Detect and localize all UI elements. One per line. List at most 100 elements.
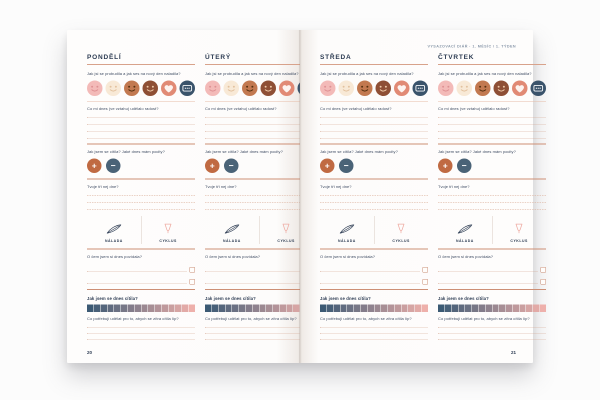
section-feel: Jak jsem se cítila? Jaké dnes mám pocity… [438,150,546,180]
plus-circle-icon: + [205,158,220,173]
checkbox-line [87,266,195,273]
answer-line [438,333,546,340]
answer-line [205,189,313,197]
section-top-three: Tvoje tři nej dne? NÁLADA [438,184,546,250]
scale-segment [87,304,94,312]
mood-face-blush-icon [205,80,221,96]
scale-label: Jak jsem se dnes cítila? [438,295,489,301]
scale-segment [478,304,485,312]
mood-cycle-box: NÁLADA CYKLUS [87,216,195,245]
scale-segment [114,304,121,312]
answer-line [205,203,313,211]
answer-line [205,111,313,119]
scale-segment [225,304,232,312]
scale-segment [107,304,114,312]
mood-cell: NÁLADA [320,216,374,244]
mood-cycle-box: NÁLADA CYKLUS [205,216,313,245]
scale-label: Jak jsem se dnes cítila? [320,295,371,301]
mood-scale-bar [320,304,428,312]
plus-minus-row: + − [320,158,428,173]
minus-circle-icon: − [224,158,239,173]
open-book-spread: PONDĚLÍ Jak jsi se probudila a jak ses n… [67,30,546,363]
scale-segment [471,304,479,312]
answer-line [320,196,428,204]
tomorrow-answer-lines [320,321,428,340]
scale-segment [93,304,101,312]
answer-line [205,132,313,140]
question-top-three: Tvoje tři nej dne? [438,184,470,189]
mood-face-blush-icon [320,80,336,96]
joy-answer-lines [87,111,195,140]
book-spine [299,30,301,363]
checkbox [189,278,195,285]
mood-face-terracotta-icon [124,80,140,96]
question-joy: Co mi dnes (ve vztahu) udělalo radost? [205,106,277,111]
cycle-label: CYKLUS [392,239,410,244]
scale-segment [333,304,340,312]
minus-circle-icon: − [106,158,121,173]
day-column: STŘEDA Jak jsi se probudila a jak ses na… [320,53,428,363]
cycle-label: CYKLUS [159,239,177,244]
scale-segment [120,304,128,312]
scale-segment [381,304,388,312]
scale-segment [326,304,334,312]
scale-segment [394,304,401,312]
scale-segment [181,304,189,312]
scale-segment [168,304,175,312]
day-title: ÚTERÝ [205,53,313,65]
question-joy: Co mi dnes (ve vztahu) udělalo radost? [438,106,510,111]
top-three-answer-lines [438,189,546,211]
menstrual-cup-icon [163,223,173,238]
answer-line [205,282,305,284]
answer-line [438,321,546,328]
top-three-answer-lines [87,189,195,211]
answer-line [320,282,420,284]
checkbox-line [320,266,428,273]
question-wake: Jak jsi se probudila a jak ses na nový d… [320,71,414,77]
question-talk: O čem jsem si dnes povídala? [438,254,493,260]
checkbox [422,266,428,273]
checkbox-line [87,278,195,285]
answer-line [320,118,428,126]
scale-segment [444,304,452,312]
answer-line [438,203,546,211]
cycle-label: CYKLUS [510,239,528,244]
cycle-cell: CYKLUS [373,216,428,245]
page-number-right: 21 [510,350,516,355]
section-wake: Jak jsi se probudila a jak ses na nový d… [87,72,195,102]
section-talk: O čem jsem si dnes povídala? [320,255,428,290]
pill-pack-icon [179,80,195,96]
mood-scale-bar [205,304,313,312]
day-column: ÚTERÝ Jak jsi se probudila a jak ses na … [205,53,313,363]
mood-cycle-box: NÁLADA CYKLUS [320,216,428,245]
question-feel: Jak jsem se cítila? Jaké dnes mám pocity… [320,149,398,155]
section-top-three: Tvoje tři nej dne? NÁLADA [320,184,428,250]
question-tomorrow: Co potřebuji udělat pro to, abych se zít… [87,316,179,321]
plus-circle-icon: + [438,158,453,173]
scale-segment [414,304,422,312]
scale-segment [175,304,182,312]
scale-segment [100,304,107,312]
checkbox [189,266,195,273]
scale-segment [218,304,225,312]
answer-line [320,333,428,340]
feather-icon [223,224,240,238]
talk-checkbox-lines [87,266,195,285]
section-wake: Jak jsi se probudila a jak ses na nový d… [320,72,428,102]
section-feel: Jak jsem se cítila? Jaké dnes mám pocity… [320,150,428,180]
scale-segment [286,304,293,312]
scale-segment [134,304,141,312]
mood-cell: NÁLADA [87,216,141,244]
scale-segment [499,304,506,312]
tomorrow-answer-lines [87,321,195,340]
scale-segment [188,304,195,312]
mood-scale-bar [87,304,195,312]
section-joy: Co mi dnes (ve vztahu) udělalo radost? [320,106,428,145]
answer-line [205,118,313,126]
mood-icon-row [205,80,313,96]
checkbox-line [320,278,428,285]
scale-segment [148,304,155,312]
mood-face-brown-icon [142,80,158,96]
section-tomorrow: Co potřebuji udělat pro to, abych se zít… [320,316,428,340]
answer-line [87,118,195,126]
